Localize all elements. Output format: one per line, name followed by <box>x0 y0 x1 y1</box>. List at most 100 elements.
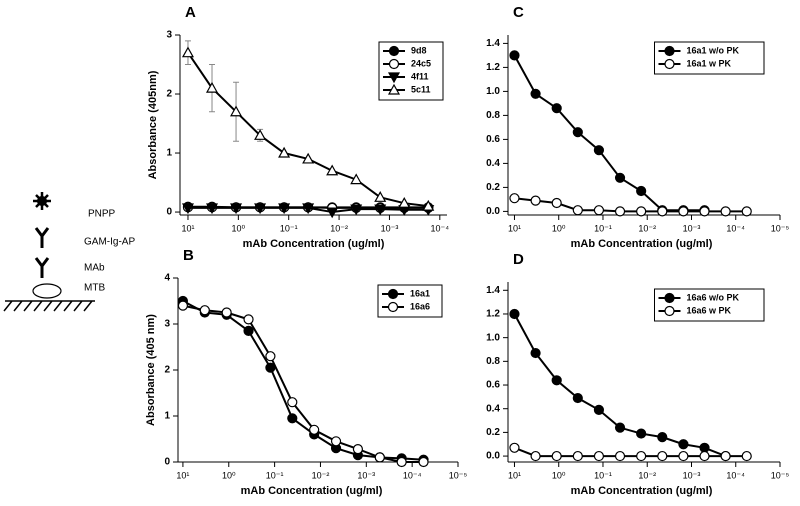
mab-antibody <box>34 257 50 278</box>
marker <box>636 428 647 439</box>
marker <box>302 152 315 164</box>
marker <box>530 347 541 359</box>
marker <box>388 45 400 57</box>
x-tick-label: 10⁻³ <box>357 470 375 480</box>
y-tick-label: 1 <box>166 148 172 159</box>
x-tick-label: 10⁰ <box>552 223 566 233</box>
marker <box>699 442 710 453</box>
diagram-label: MAb <box>84 263 105 274</box>
legend-label: 9d8 <box>411 45 427 55</box>
x-tick-label: 10⁻⁵ <box>771 223 790 233</box>
marker <box>593 404 605 415</box>
marker <box>678 450 689 462</box>
marker <box>326 207 339 219</box>
legend-label: 16a1 w PK <box>687 58 732 68</box>
x-tick-label: 10⁻¹ <box>266 470 284 480</box>
x-axis-label: mAb Concentration (ug/ml) <box>243 238 385 250</box>
marker <box>614 450 626 462</box>
marker <box>614 422 626 433</box>
panel-letter: B <box>183 247 194 264</box>
y-tick-label: 1.4 <box>486 285 500 296</box>
mtb-ellipse <box>32 283 62 299</box>
y-tick-label: 2 <box>164 365 170 376</box>
marker <box>418 456 429 468</box>
legend-label: 16a6 <box>410 301 430 311</box>
series-line <box>182 300 424 461</box>
y-tick-label: 0.0 <box>486 206 500 217</box>
x-tick-label: 10⁻³ <box>683 470 701 480</box>
marker <box>374 452 385 463</box>
x-tick-label: 10⁻² <box>330 223 348 233</box>
marker <box>177 300 189 311</box>
x-tick-label: 10⁻² <box>638 470 656 480</box>
marker <box>265 351 276 362</box>
marker <box>398 196 411 208</box>
series-line <box>182 304 424 463</box>
marker <box>530 88 541 99</box>
marker <box>388 58 400 70</box>
marker <box>741 450 752 462</box>
x-tick-label: 10⁻² <box>312 470 330 480</box>
series-line <box>514 197 747 213</box>
marker <box>551 375 562 386</box>
x-tick-label: 10¹ <box>508 470 521 480</box>
marker <box>593 145 605 156</box>
marker <box>243 325 254 336</box>
ground <box>3 300 95 312</box>
x-tick-label: 10⁰ <box>232 223 246 233</box>
y-tick-label: 0.6 <box>486 380 500 391</box>
marker <box>221 307 232 318</box>
marker <box>396 456 407 468</box>
marker <box>551 103 562 114</box>
marker <box>387 288 399 300</box>
marker <box>509 50 520 61</box>
marker <box>593 450 605 462</box>
marker <box>720 450 731 462</box>
marker <box>636 185 647 197</box>
x-tick-label: 10⁻¹ <box>594 223 612 233</box>
marker <box>636 450 647 462</box>
marker <box>530 195 541 206</box>
y-tick-label: 3 <box>164 319 170 330</box>
legend-label: 24c5 <box>411 58 431 68</box>
x-tick-label: 10⁻⁴ <box>726 470 745 480</box>
x-tick-label: 10⁻³ <box>381 223 399 233</box>
y-tick-label: 1.4 <box>486 38 500 49</box>
marker <box>309 424 320 435</box>
marker <box>593 205 605 216</box>
legend-label: 4f11 <box>411 71 429 81</box>
marker <box>614 206 626 217</box>
marker <box>350 204 363 216</box>
y-tick-label: 0.8 <box>486 110 500 121</box>
x-axis-label: mAb Concentration (ug/ml) <box>571 485 713 497</box>
series-line <box>513 313 726 458</box>
marker <box>664 45 675 57</box>
y-tick-label: 0.0 <box>486 451 500 462</box>
marker <box>387 301 399 313</box>
marker <box>614 172 626 183</box>
y-tick-label: 0.2 <box>486 427 500 438</box>
y-tick-label: 1.2 <box>486 62 500 73</box>
series-line <box>514 446 747 458</box>
y-tick-label: 4 <box>164 273 170 284</box>
marker <box>205 203 219 215</box>
y-tick-label: 1 <box>164 411 170 422</box>
y-axis-label: Absorbance (405nm) <box>147 70 159 179</box>
y-tick-label: 1.2 <box>486 309 500 320</box>
x-tick-label: 10⁻⁴ <box>403 470 422 480</box>
legend-label: 16a6 w/o PK <box>687 292 740 302</box>
y-tick-label: 0 <box>164 457 170 468</box>
marker <box>199 305 210 316</box>
marker <box>374 191 387 202</box>
marker <box>350 173 363 185</box>
marker <box>352 444 364 455</box>
y-tick-label: 2 <box>166 89 172 100</box>
x-tick-label: 10⁻³ <box>683 223 701 233</box>
diagram-label: PNPP <box>88 209 116 220</box>
marker <box>387 72 401 84</box>
marker <box>326 164 339 176</box>
marker <box>636 206 647 217</box>
marker <box>678 439 689 450</box>
